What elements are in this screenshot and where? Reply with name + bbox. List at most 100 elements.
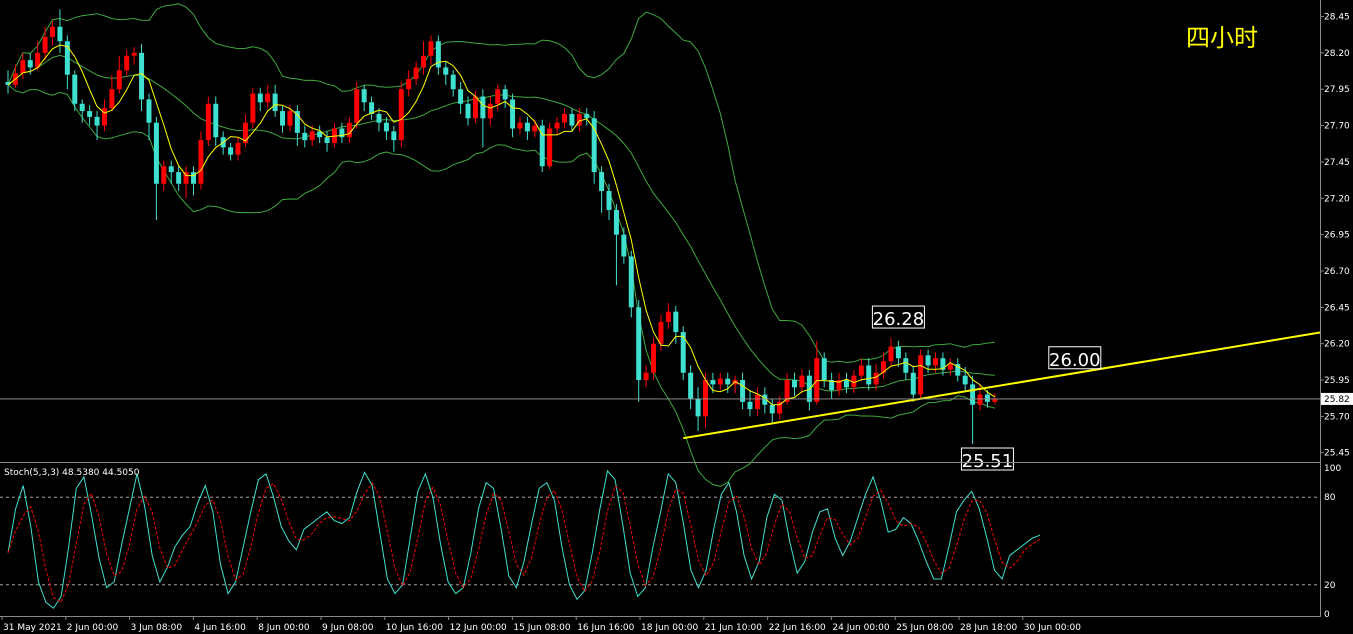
price-tick-label: 27.95 (1324, 85, 1350, 95)
candle (109, 74, 115, 112)
candle (821, 352, 827, 388)
price-tick-label: 26.70 (1324, 267, 1350, 277)
candle (79, 99, 85, 123)
candle (970, 375, 976, 445)
time-label: 21 Jun 10:00 (705, 623, 762, 633)
stoch-main-line (7, 469, 1041, 609)
price-tick-label: 27.45 (1324, 158, 1350, 168)
candle (435, 35, 441, 75)
time-label: 15 Jun 08:00 (513, 623, 570, 633)
candle (324, 131, 330, 152)
candle (717, 372, 723, 391)
candle (376, 108, 382, 132)
price-tick-label: 25.45 (1324, 449, 1350, 459)
time-label: 10 Jun 16:00 (386, 623, 443, 633)
candle (94, 111, 100, 141)
candle (191, 166, 196, 196)
trendline (683, 331, 1321, 440)
candle (621, 227, 627, 264)
candle (576, 108, 582, 132)
candle (665, 302, 671, 330)
candle (50, 20, 56, 46)
candle (139, 44, 145, 112)
candle (613, 204, 619, 286)
candle (480, 89, 486, 148)
candle (42, 26, 48, 61)
candle (554, 116, 560, 135)
candle (257, 87, 263, 112)
moving-average-line (7, 44, 996, 406)
candle (398, 81, 404, 148)
candle (584, 108, 590, 126)
candle (955, 358, 961, 382)
time-label: 24 Jun 00:00 (832, 623, 889, 633)
candle (35, 41, 41, 71)
candle (947, 358, 953, 376)
candle (740, 372, 746, 410)
price-tick-label: 26.45 (1324, 303, 1350, 313)
candle (532, 119, 538, 138)
price-annotation: 25.51 (960, 447, 1014, 472)
candle (183, 166, 189, 199)
candle (465, 96, 471, 126)
svg-text:26.00: 26.00 (1049, 350, 1101, 371)
candle (858, 358, 864, 382)
time-label: 22 Jun 16:00 (769, 623, 826, 633)
time-label: 3 Jun 08:00 (131, 623, 183, 633)
candle (895, 340, 901, 367)
candle (539, 119, 545, 173)
time-label: 4 Jun 16:00 (194, 623, 246, 633)
timeframe-label: 四小时 (1186, 24, 1258, 52)
price-axis: 28.45 28.20 27.95 27.70 27.45 27.20 26.95 26.70… (1320, 13, 1353, 459)
candle (591, 111, 597, 184)
candle (606, 183, 612, 221)
price-tick-label: 27.20 (1324, 194, 1350, 204)
stoch-tick-label: 0 (1324, 610, 1330, 620)
stoch-tick-label: 20 (1324, 581, 1336, 591)
time-label: 28 Jun 18:00 (960, 623, 1017, 633)
candle (458, 81, 464, 114)
candle (747, 390, 753, 417)
time-axis: 31 May 2021 2 Jun 00:00 3 Jun 08:00 4 Jun 1… (1, 616, 1081, 633)
price-tick-label: 27.70 (1324, 122, 1350, 132)
candle (287, 105, 293, 132)
stochastic-panel (0, 469, 1320, 609)
candle (213, 96, 219, 146)
stoch-tick-label: 100 (1324, 464, 1341, 474)
candle (651, 337, 657, 381)
candle (829, 372, 835, 399)
candle (309, 125, 315, 146)
candle (235, 137, 241, 161)
candle (64, 35, 70, 90)
candle (406, 70, 412, 97)
candle (688, 365, 694, 410)
candle (383, 116, 389, 141)
candle (294, 105, 300, 146)
candle (903, 352, 909, 381)
price-tick-label: 26.95 (1324, 231, 1350, 241)
candle (450, 70, 456, 97)
candle (562, 108, 567, 129)
candle (146, 93, 152, 141)
candle (502, 84, 508, 109)
price-tick-label: 25.95 (1324, 376, 1350, 386)
bollinger-middle (7, 54, 995, 392)
candle (168, 160, 174, 184)
price-annotation: 26.28 (871, 305, 925, 330)
candle (495, 84, 501, 112)
candle (510, 93, 516, 138)
price-tick-label: 28.45 (1324, 13, 1350, 23)
candle (843, 372, 849, 394)
candle (369, 96, 375, 120)
candle (799, 369, 805, 394)
candle (176, 166, 182, 192)
candle (428, 35, 434, 65)
candle (131, 47, 137, 65)
candle (487, 96, 493, 126)
stoch-tick-label: 80 (1324, 493, 1336, 503)
current-price-tag: 25.82 (1321, 392, 1353, 405)
candle (413, 61, 419, 85)
candle (762, 387, 768, 414)
time-label: 9 Jun 08:00 (322, 623, 374, 633)
